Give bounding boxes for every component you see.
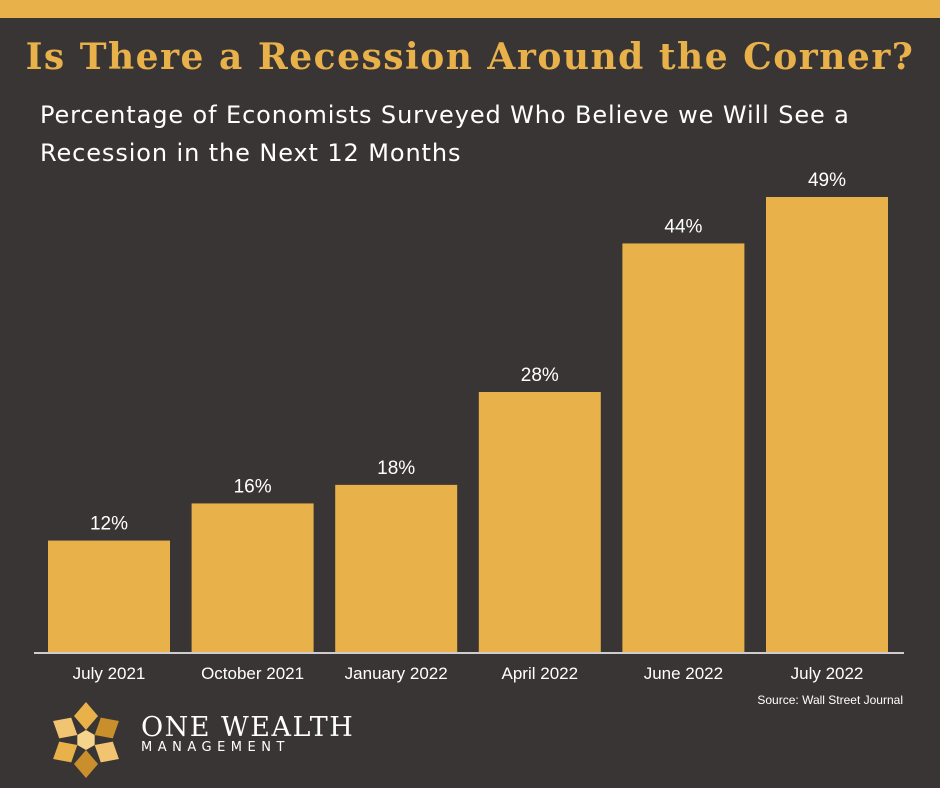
x-tick-label: June 2022 <box>644 664 723 683</box>
chart-title: Is There a Recession Around the Corner? <box>25 36 915 78</box>
chart-subtitle: Percentage of Economists Surveyed Who Be… <box>40 101 850 167</box>
bar-value-label: 18% <box>377 458 415 479</box>
source-note: Source: Wall Street Journal <box>757 693 903 707</box>
one-wealth-logo-icon <box>53 702 119 778</box>
bar <box>622 243 745 652</box>
top-accent-bar <box>0 0 940 18</box>
bar-value-label: 28% <box>521 365 559 386</box>
x-tick-label: July 2022 <box>791 664 864 683</box>
x-tick-label: January 2022 <box>345 664 448 683</box>
brand-name: ONE WEALTH <box>141 712 355 743</box>
bar <box>191 503 314 652</box>
bar-value-label: 12% <box>90 514 128 535</box>
x-tick-label: April 2022 <box>502 664 579 683</box>
bar-chart: 12% July 2021 16% October 2021 18% January 20… <box>34 170 904 683</box>
x-tick-label: July 2021 <box>73 664 146 683</box>
bar <box>335 484 458 652</box>
bar-value-label: 44% <box>664 216 702 237</box>
bar-value-label: 49% <box>808 170 846 191</box>
bar <box>478 392 601 652</box>
bar <box>766 197 888 652</box>
bar-value-label: 16% <box>234 476 272 497</box>
bar <box>48 540 170 652</box>
brand-subtitle: MANAGEMENT <box>141 740 290 755</box>
x-tick-label: October 2021 <box>201 664 304 683</box>
